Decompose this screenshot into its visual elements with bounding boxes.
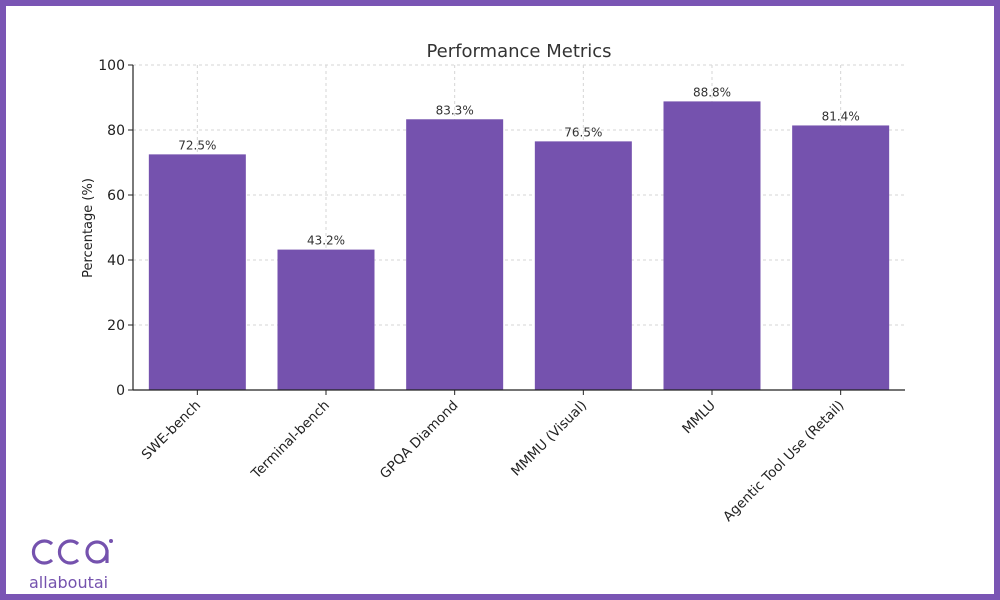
- chart-title: Performance Metrics: [426, 41, 611, 62]
- bar-5: [792, 125, 890, 390]
- x-tick-label: Terminal-bench: [248, 398, 333, 483]
- x-tick-label: Agentic Tool Use (Retail): [720, 398, 847, 525]
- x-tick-label: SWE-bench: [139, 398, 205, 464]
- y-tick-label: 80: [107, 123, 125, 139]
- data-label: 76.5%: [564, 125, 602, 139]
- bar-0: [148, 154, 246, 390]
- x-tick-label: GPQA Diamond: [377, 398, 462, 483]
- bar-3: [534, 141, 632, 390]
- bar-4: [663, 101, 761, 391]
- data-label: 81.4%: [822, 109, 860, 123]
- y-tick-label: 20: [107, 318, 125, 334]
- data-label: 72.5%: [178, 138, 216, 152]
- y-axis-label: Percentage (%): [81, 178, 96, 278]
- x-tick-label: MMLU: [679, 398, 719, 438]
- data-label: 43.2%: [307, 234, 345, 248]
- y-tick-label: 100: [98, 58, 125, 74]
- x-tick-label: MMMU (Visual): [508, 398, 590, 480]
- y-tick-label: 40: [107, 253, 125, 269]
- svg-text:allaboutai: allaboutai: [29, 573, 108, 592]
- y-tick-label: 0: [116, 383, 125, 399]
- y-tick-label: 60: [107, 188, 125, 204]
- data-label: 83.3%: [436, 103, 474, 117]
- data-label: 88.8%: [693, 85, 731, 99]
- bar-1: [277, 249, 375, 390]
- bar-2: [406, 119, 504, 391]
- allaboutai-logo: allaboutai: [28, 536, 118, 596]
